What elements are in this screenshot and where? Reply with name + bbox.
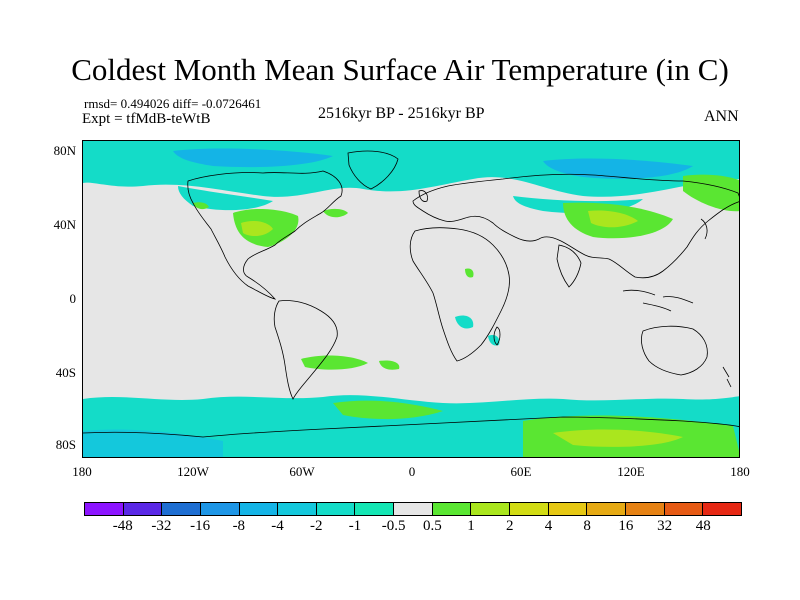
coast-japan (700, 218, 708, 240)
x-tick-label: 180 (72, 464, 92, 479)
colorbar-label: -16 (190, 518, 211, 534)
colorbar-swatch (393, 502, 433, 516)
map-canvas (83, 141, 739, 457)
plot-title: Coldest Month Mean Surface Air Temperatu… (71, 52, 729, 87)
coast-madagascar (493, 326, 501, 346)
colorbar-swatch (354, 502, 395, 516)
x-tick-label: 60E (510, 464, 532, 479)
season-label: ANN (704, 108, 739, 125)
y-tick-label: 0 (69, 291, 77, 306)
colorbar-label: 2 (506, 518, 514, 534)
north-atlantic-green (323, 208, 348, 218)
colorbar-swatch (238, 502, 279, 516)
colorbar-swatch (663, 502, 704, 516)
colorbar-label: 48 (695, 518, 711, 534)
colorbar-label: -2 (309, 518, 323, 534)
colorbar-swatch (315, 502, 356, 516)
colorbar-label: 32 (657, 518, 673, 534)
period-label: 2516kyr BP - 2516kyr BP (318, 105, 485, 122)
map-panel (82, 140, 740, 458)
colorbar-swatch (84, 502, 124, 516)
colorbar-label: 1 (467, 518, 475, 534)
antarctica-east-yellow (553, 429, 683, 447)
colorbar-swatch (431, 502, 472, 516)
colorbar-label: -0.5 (381, 518, 406, 534)
experiment-line: Expt = tfMdB-teWtB (82, 111, 211, 127)
south-indian-green (379, 360, 400, 370)
colorbar-swatch (702, 502, 742, 516)
colorbar-label: 0.5 (422, 518, 442, 534)
coast-australia (641, 325, 708, 376)
colorbar-swatch (122, 502, 163, 516)
colorbar-label: 16 (618, 518, 634, 534)
coast-indonesia (622, 289, 694, 312)
colorbar-label: 8 (583, 518, 591, 534)
coast-africa (409, 227, 510, 362)
colorbar-swatch (470, 502, 511, 516)
africa-cyan-patch (455, 315, 474, 329)
south-pacific-green (301, 355, 368, 370)
colorbar-label: -8 (232, 518, 246, 534)
colorbar-label: -48 (112, 518, 133, 534)
colorbar-swatch (547, 502, 588, 516)
north-america-yellow (241, 221, 273, 237)
colorbar-label: -1 (348, 518, 362, 534)
coast-new-zealand (722, 366, 732, 388)
y-tick-label: 80S (55, 437, 76, 452)
antarctica-west-cyan (83, 429, 223, 457)
antarctica-cyan-patch (383, 433, 463, 448)
colorbar-swatch (277, 502, 317, 516)
colorbar-swatch (199, 502, 240, 516)
madagascar-cyan-patch (488, 335, 500, 346)
coast-south-america (273, 300, 338, 400)
y-tick-label: 40N (53, 217, 76, 232)
africa-green-patch (465, 268, 474, 278)
anomaly-shading (83, 141, 739, 457)
colorbar-swatch (509, 502, 549, 516)
coast-north-america (187, 170, 343, 300)
y-tick-label: 80N (53, 143, 76, 158)
coast-uk (418, 190, 428, 202)
asia-yellow (588, 210, 638, 228)
coast-antarctica (83, 416, 739, 438)
colorbar (84, 502, 742, 516)
colorbar-swatch (624, 502, 665, 516)
coastlines (83, 150, 739, 438)
stats-line: rmsd= 0.494026 diff= -0.0726461 (84, 96, 262, 111)
x-tick-label: 0 (408, 464, 416, 479)
east-asia-green (683, 174, 739, 212)
x-tick-label: 120W (177, 464, 209, 479)
colorbar-swatch (161, 502, 201, 516)
x-tick-label: 180 (730, 464, 750, 479)
arctic-blue-patch (173, 148, 333, 168)
x-tick-label: 60W (289, 464, 315, 479)
colorbar-label: -4 (271, 518, 284, 534)
north-pacific-green (193, 202, 209, 210)
y-tick-label: 40S (55, 365, 76, 380)
colorbar-label: 4 (544, 518, 553, 534)
colorbar-label: -32 (151, 518, 172, 534)
siberia-blue-patch (543, 158, 693, 179)
x-tick-label: 120E (617, 464, 645, 479)
coast-india (556, 244, 582, 288)
southern-ocean-green-band (333, 400, 443, 420)
coast-eurasia (412, 173, 739, 279)
colorbar-swatch (586, 502, 626, 516)
coast-greenland (347, 150, 399, 190)
